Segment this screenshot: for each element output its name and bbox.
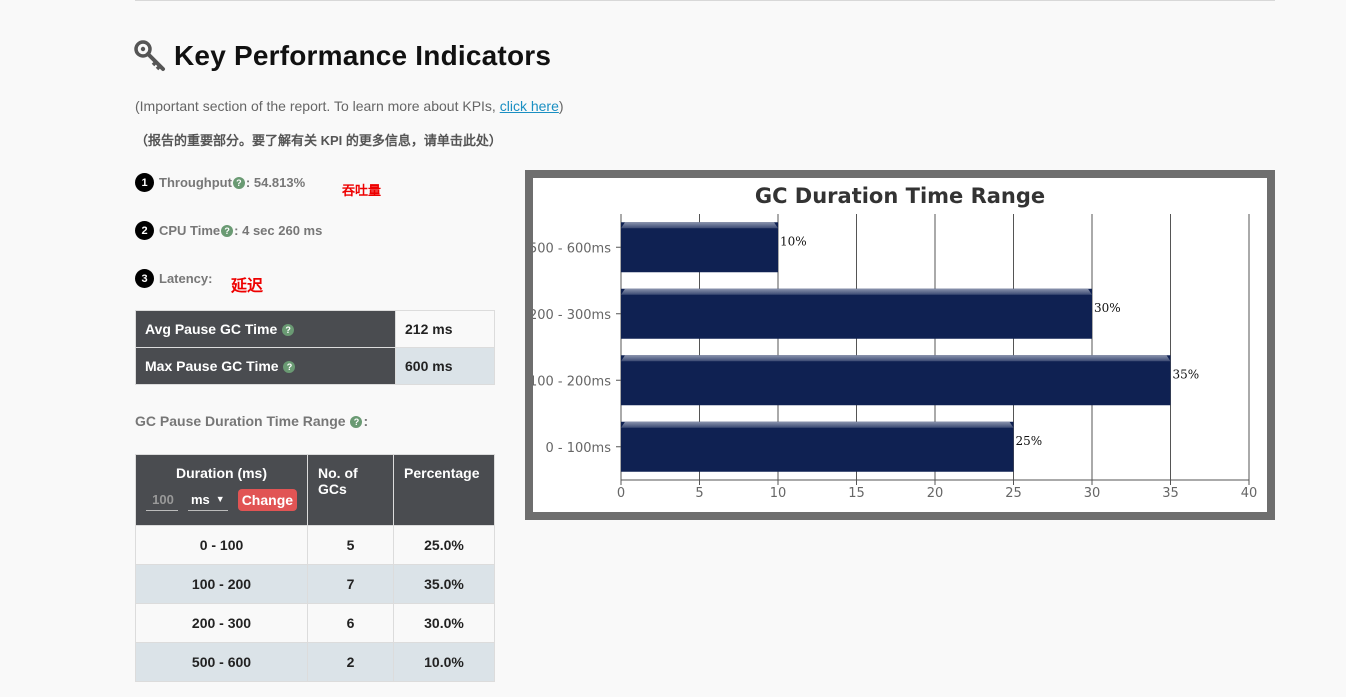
percentage-cell: 10.0%	[393, 642, 495, 682]
help-icon[interactable]: ?	[282, 324, 295, 337]
y-tick-label: 500 - 600ms	[533, 241, 611, 256]
kpi-help-link[interactable]: click here	[499, 98, 559, 114]
top-divider	[135, 0, 1275, 1]
kpi-cpu-time: 2 CPU Time ? : 4 sec 260 ms	[135, 221, 322, 240]
chart-bar	[621, 288, 1092, 339]
kpi-latency: 3 Latency:	[135, 269, 212, 288]
duration-header: Duration (ms) 100 ms ▼ Change	[135, 454, 308, 526]
max-pause-value: 600 ms	[395, 347, 495, 385]
x-tick-label: 30	[1084, 486, 1101, 501]
gc-range-label: GC Pause Duration Time Range	[135, 413, 346, 429]
percentage-header: Percentage	[393, 454, 495, 526]
intro-suffix: )	[558, 98, 564, 114]
throughput-label: Throughput	[159, 175, 232, 190]
x-tick-label: 5	[695, 486, 703, 501]
range-cell: 500 - 600	[135, 642, 308, 682]
table-row: 100 - 200 7 35.0%	[135, 564, 495, 604]
kpi-throughput: 1 Throughput ? : 54.813%	[135, 173, 305, 192]
percentage-cell: 25.0%	[393, 525, 495, 565]
chart-bar	[621, 222, 778, 273]
chart-panel: GC Duration Time Range 0 5 10 15 20 25 30 35 40 5…	[533, 178, 1267, 512]
count-cell: 5	[307, 525, 394, 565]
chart-bar	[621, 421, 1014, 472]
bar-data-label: 25%	[1016, 434, 1043, 448]
chart-frame: GC Duration Time Range 0 5 10 15 20 25 30 35 40 5…	[525, 170, 1275, 520]
chart-bar-bevel	[621, 355, 1171, 362]
percentage-cell: 30.0%	[393, 603, 495, 643]
key-icon	[134, 40, 165, 71]
x-tick-label: 10	[770, 486, 787, 501]
avg-pause-value: 212 ms	[395, 310, 495, 348]
percentage-cell: 35.0%	[393, 564, 495, 604]
y-tick-label: 0 - 100ms	[546, 441, 612, 456]
table-row: 500 - 600 2 10.0%	[135, 642, 495, 682]
pause-time-table: Avg Pause GC Time ? 212 ms Max Pause GC …	[135, 310, 495, 385]
help-icon[interactable]: ?	[350, 416, 363, 429]
kpi-number-3: 3	[135, 269, 154, 288]
y-tick-label: 100 - 200ms	[533, 374, 611, 389]
num-gcs-header: No. of GCs	[307, 454, 394, 526]
count-cell: 2	[307, 642, 394, 682]
x-tick-label: 40	[1241, 486, 1258, 501]
latency-annotation: 延迟	[231, 278, 264, 295]
unit-select-value: ms	[190, 491, 210, 507]
range-cell: 0 - 100	[135, 525, 308, 565]
chart-bar	[621, 355, 1171, 406]
chart-title: GC Duration Time Range	[754, 184, 1046, 208]
unit-select[interactable]: ms ▼	[187, 490, 228, 511]
range-cell: 100 - 200	[135, 564, 308, 604]
gc-duration-chart: 0 5 10 15 20 25 30 35 40 500 - 600ms 10% 200 - 300m…	[533, 214, 1258, 501]
intro-text: (Important section of the report. To lea…	[135, 98, 564, 114]
table-row: 0 - 100 5 25.0%	[135, 525, 495, 565]
chart-bar-bevel	[621, 222, 778, 229]
table-header-row: Duration (ms) 100 ms ▼ Change No. of GCs …	[135, 454, 495, 526]
chart-bar-bevel	[621, 421, 1014, 428]
latency-label: Latency:	[159, 271, 213, 286]
throughput-annotation: 吞吐量	[342, 183, 382, 198]
help-icon[interactable]: ?	[232, 176, 245, 189]
cpu-time-value: : 4 sec 260 ms	[234, 223, 323, 238]
duration-controls: 100 ms ▼ Change	[144, 489, 299, 511]
y-tick-label: 200 - 300ms	[533, 308, 611, 323]
cpu-time-label: CPU Time	[159, 223, 221, 238]
chevron-down-icon: ▼	[215, 494, 225, 504]
gc-range-heading: GC Pause Duration Time Range ?:	[135, 413, 368, 429]
gc-duration-table: Duration (ms) 100 ms ▼ Change No. of GCs …	[135, 454, 495, 682]
range-cell: 200 - 300	[135, 603, 308, 643]
change-button[interactable]: Change	[237, 489, 298, 511]
help-icon[interactable]: ?	[283, 361, 296, 374]
x-tick-label: 20	[927, 486, 944, 501]
bar-data-label: 30%	[1094, 301, 1121, 315]
bar-data-label: 10%	[780, 234, 807, 248]
count-cell: 7	[307, 564, 394, 604]
table-row: Max Pause GC Time ? 600 ms	[135, 347, 495, 385]
x-tick-label: 15	[848, 486, 865, 501]
avg-pause-label-cell: Avg Pause GC Time ?	[135, 310, 396, 348]
duration-input[interactable]: 100	[145, 490, 178, 511]
x-tick-label: 0	[617, 486, 625, 501]
avg-pause-label: Avg Pause GC Time	[145, 321, 278, 337]
table-row: 200 - 300 6 30.0%	[135, 603, 495, 643]
help-icon[interactable]: ?	[221, 224, 234, 237]
intro-text-cn: （报告的重要部分。要了解有关 KPI 的更多信息，请单击此处）	[135, 133, 502, 148]
table-row: Avg Pause GC Time ? 212 ms	[135, 310, 495, 348]
x-tick-label: 25	[1005, 486, 1022, 501]
intro-prefix: (Important section of the report. To lea…	[135, 98, 500, 114]
kpi-number-2: 2	[135, 221, 154, 240]
gc-range-label-suffix: :	[363, 413, 369, 429]
bar-data-label: 35%	[1173, 367, 1200, 381]
duration-header-label: Duration (ms)	[176, 465, 267, 481]
page-title: Key Performance Indicators	[174, 40, 552, 71]
chart-bar-bevel	[621, 288, 1092, 295]
x-tick-label: 35	[1162, 486, 1179, 501]
max-pause-label-cell: Max Pause GC Time ?	[135, 347, 396, 385]
count-cell: 6	[307, 603, 394, 643]
max-pause-label: Max Pause GC Time	[145, 358, 279, 374]
page-header: Key Performance Indicators	[134, 40, 551, 72]
throughput-value: : 54.813%	[245, 175, 306, 190]
kpi-number-1: 1	[135, 173, 154, 192]
